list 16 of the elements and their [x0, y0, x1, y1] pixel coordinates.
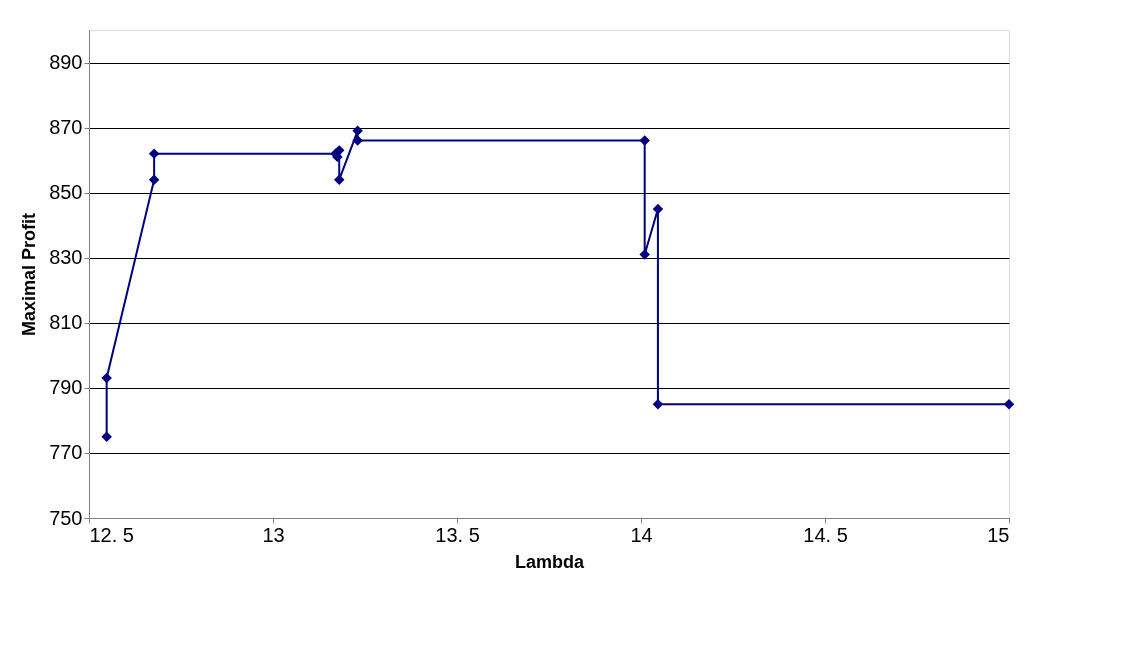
y-tick-label: 750: [49, 506, 83, 529]
y-axis-title: Maximal Profit: [19, 212, 40, 337]
x-tick-label: 15: [987, 523, 1010, 546]
y-tick-label: 890: [49, 51, 83, 74]
y-tick-label: 770: [49, 441, 83, 464]
y-tick-label: 870: [49, 116, 83, 139]
x-tick-label: 12. 5: [89, 523, 134, 546]
x-tick-label: 14. 5: [803, 523, 848, 546]
y-tick-label: 790: [49, 376, 83, 399]
y-tick-label: 850: [49, 181, 83, 204]
x-tick-label: 13. 5: [435, 523, 480, 546]
x-tick-label: 14: [630, 523, 653, 546]
y-tick-label: 830: [49, 246, 83, 269]
y-tick-label: 810: [49, 311, 83, 334]
x-tick-label: 13: [262, 523, 285, 546]
x-axis-title: Lambda: [514, 551, 585, 572]
